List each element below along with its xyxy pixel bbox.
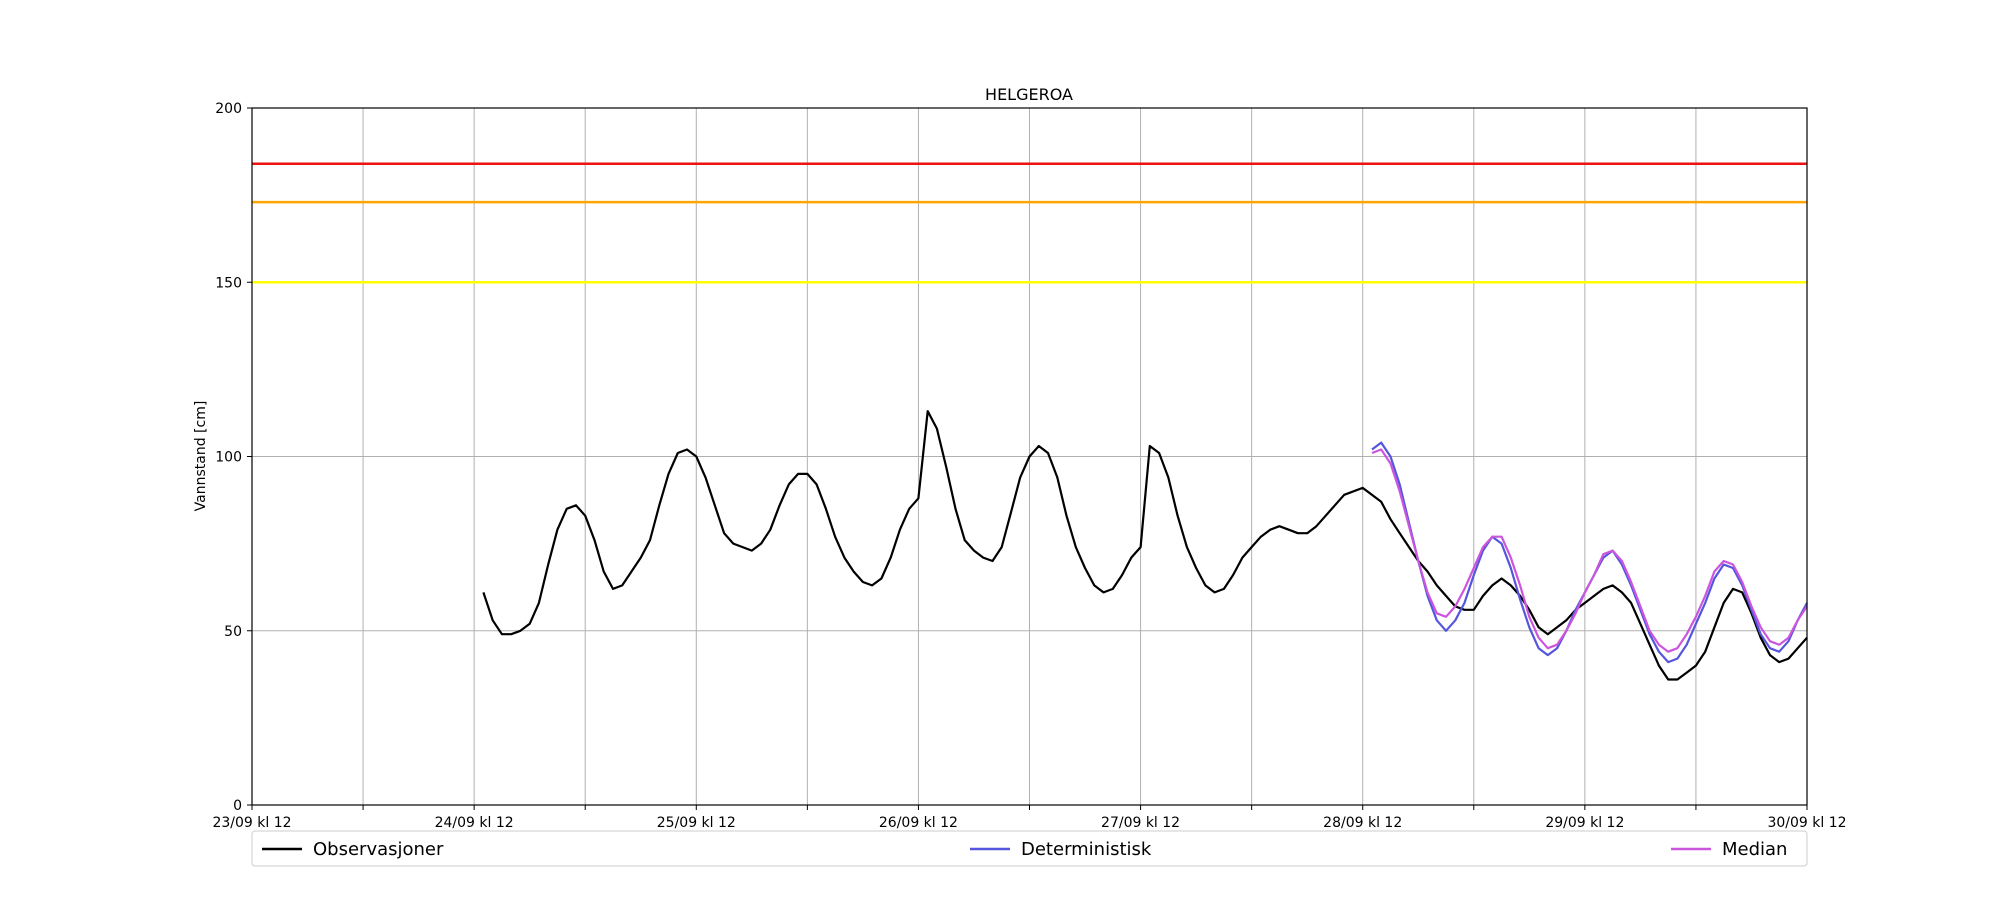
y-axis-label: Vannstand [cm] [193,401,209,512]
series-line-deterministisk [1371,441,1808,664]
x-tick-label: 30/09 kl 12 [1767,815,1846,831]
x-tick-label: 25/09 kl 12 [657,815,736,831]
legend-label: Observasjoner [313,839,444,860]
legend-label: Median [1722,839,1787,860]
chart-title: HELGEROA [985,85,1073,104]
y-tick-label: 100 [215,450,242,466]
x-axis: 23/09 kl 12 24/09 kl 12 25/09 kl 12 26/09 k… [212,805,1847,831]
series-line-median [1371,448,1808,653]
y-axis: 0 50 100 150 200 [215,101,252,814]
x-tick-label: 24/09 kl 12 [435,815,514,831]
x-tick-label: 28/09 kl 12 [1323,815,1402,831]
x-tick-label: 27/09 kl 12 [1101,815,1180,831]
legend-frame [251,830,1808,867]
y-tick-label: 150 [215,275,242,291]
y-tick-label: 200 [215,101,242,117]
series-lines [482,410,1808,681]
legend-label: Deterministisk [1021,839,1152,860]
y-tick-label: 50 [224,624,242,640]
x-tick-label: 29/09 kl 12 [1545,815,1624,831]
x-tick-label: 23/09 kl 12 [212,815,291,831]
series-line-observasjoner [482,410,1808,681]
legend: Observasjoner Deterministisk Median [251,830,1808,867]
y-tick-label: 0 [233,798,242,814]
x-tick-label: 26/09 kl 12 [879,815,958,831]
threshold-lines [252,162,1807,284]
